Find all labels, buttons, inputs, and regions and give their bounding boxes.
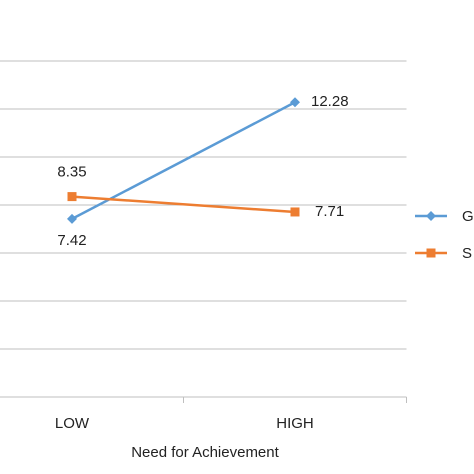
legend-marker xyxy=(426,211,436,221)
legend-marker xyxy=(426,248,436,258)
data-point xyxy=(67,213,77,224)
legend-label: S xyxy=(462,245,472,262)
data-point xyxy=(67,192,77,202)
data-point xyxy=(290,97,300,108)
data-label: 7.42 xyxy=(57,232,86,249)
x-axis-title: Need for Achievement xyxy=(131,444,279,461)
data-point xyxy=(290,207,300,217)
legend-label: G xyxy=(462,208,474,225)
x-tick-label: HIGH xyxy=(276,415,314,432)
data-label: 12.28 xyxy=(311,93,349,110)
x-tick-label: LOW xyxy=(55,415,90,432)
series-line xyxy=(71,101,296,221)
data-label: 8.35 xyxy=(57,164,86,181)
series-line xyxy=(71,195,296,214)
data-label: 7.71 xyxy=(315,203,344,220)
